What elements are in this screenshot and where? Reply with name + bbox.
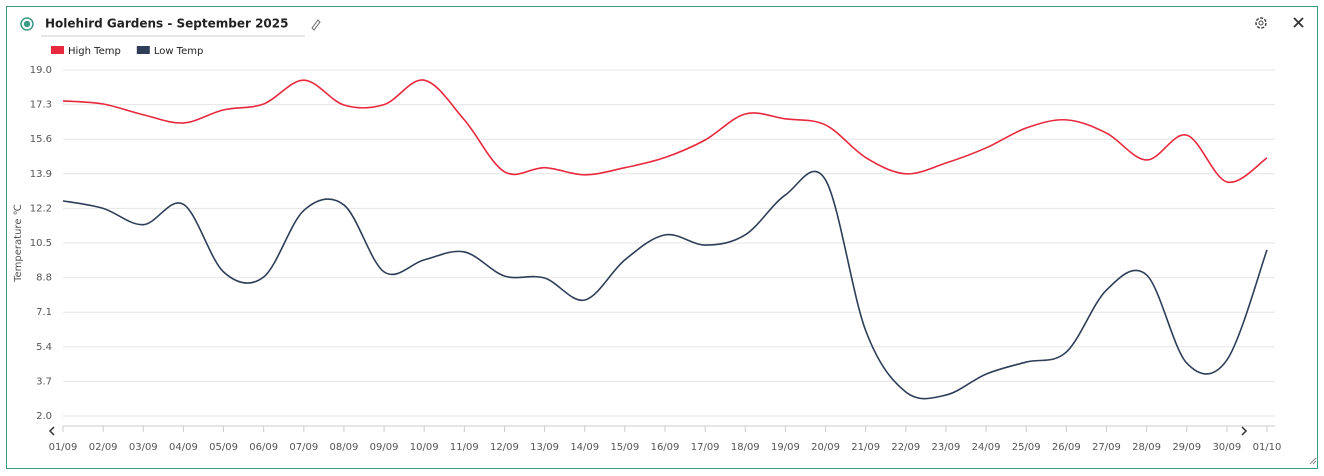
x-tick-label: 21/09: [851, 442, 880, 453]
x-tick-label: 23/09: [932, 442, 961, 453]
legend-swatch: [51, 46, 64, 54]
legend-item[interactable]: High Temp: [51, 46, 121, 57]
y-tick-label: 15.6: [30, 134, 52, 145]
y-tick-label: 12.2: [30, 203, 52, 214]
x-tick-label: 19/09: [771, 442, 800, 453]
close-icon[interactable]: [1293, 17, 1304, 28]
x-tick-label: 17/09: [691, 442, 720, 453]
x-tick-label: 20/09: [811, 442, 840, 453]
line-series: [62, 170, 1268, 400]
x-tick-label: 04/09: [169, 442, 198, 453]
resize-handle[interactable]: [1309, 457, 1317, 465]
x-tick-label: 13/09: [530, 442, 559, 453]
x-tick-label: 24/09: [972, 442, 1001, 453]
x-tick-label: 14/09: [570, 442, 599, 453]
x-tick-label: 30/09: [1212, 442, 1241, 453]
x-tick-label: 29/09: [1172, 442, 1201, 453]
legend-label: High Temp: [68, 46, 121, 57]
x-tick-label: 12/09: [490, 442, 519, 453]
legend-item[interactable]: Low Temp: [136, 46, 204, 57]
y-axis-label: Temperature ℃: [13, 204, 24, 283]
edit-icon[interactable]: [311, 19, 321, 31]
y-tick-label: 8.8: [36, 273, 52, 284]
y-tick-label: 19.0: [30, 65, 52, 76]
y-tick-label: 7.1: [36, 307, 52, 318]
x-tick-label: 22/09: [891, 442, 920, 453]
x-tick-label: 07/09: [289, 442, 318, 453]
legend-label: Low Temp: [154, 46, 204, 57]
x-tick-label: 27/09: [1092, 442, 1121, 453]
x-tick-label: 25/09: [1012, 442, 1041, 453]
x-tick-label: 16/09: [651, 442, 680, 453]
x-tick-label: 08/09: [330, 442, 359, 453]
legend-swatch: [136, 46, 150, 54]
x-tick-label: 10/09: [410, 442, 439, 453]
x-tick-label: 09/09: [370, 442, 399, 453]
x-tick-label: 28/09: [1132, 442, 1161, 453]
scroll-right[interactable]: [1241, 426, 1248, 436]
widget-frame: [6, 6, 1318, 469]
radio[interactable]: [20, 17, 34, 31]
x-tick-label: 03/09: [129, 442, 158, 453]
x-tick-label: 01/10: [1253, 442, 1282, 453]
chart-title: Holehird Gardens - September 2025: [45, 17, 288, 31]
y-tick-label: 5.4: [36, 342, 52, 353]
y-tick-label: 3.7: [36, 376, 52, 387]
x-tick-label: 02/09: [89, 442, 118, 453]
x-tick-label: 01/09: [49, 442, 78, 453]
x-tick-label: 06/09: [249, 442, 278, 453]
x-tick-label: 05/09: [209, 442, 238, 453]
y-tick-label: 10.5: [30, 238, 52, 249]
y-tick-label: 2.0: [36, 411, 52, 422]
x-tick-label: 18/09: [731, 442, 760, 453]
radio-dot: [23, 20, 31, 28]
scroll-left[interactable]: [48, 426, 55, 436]
x-tick-label: 15/09: [610, 442, 639, 453]
y-tick-label: 17.3: [30, 100, 52, 111]
settings-icon[interactable]: [1255, 17, 1267, 29]
line-series: [62, 79, 1268, 183]
x-tick-label: 26/09: [1052, 442, 1081, 453]
x-tick-label: 11/09: [450, 442, 479, 453]
y-tick-label: 13.9: [30, 169, 52, 180]
